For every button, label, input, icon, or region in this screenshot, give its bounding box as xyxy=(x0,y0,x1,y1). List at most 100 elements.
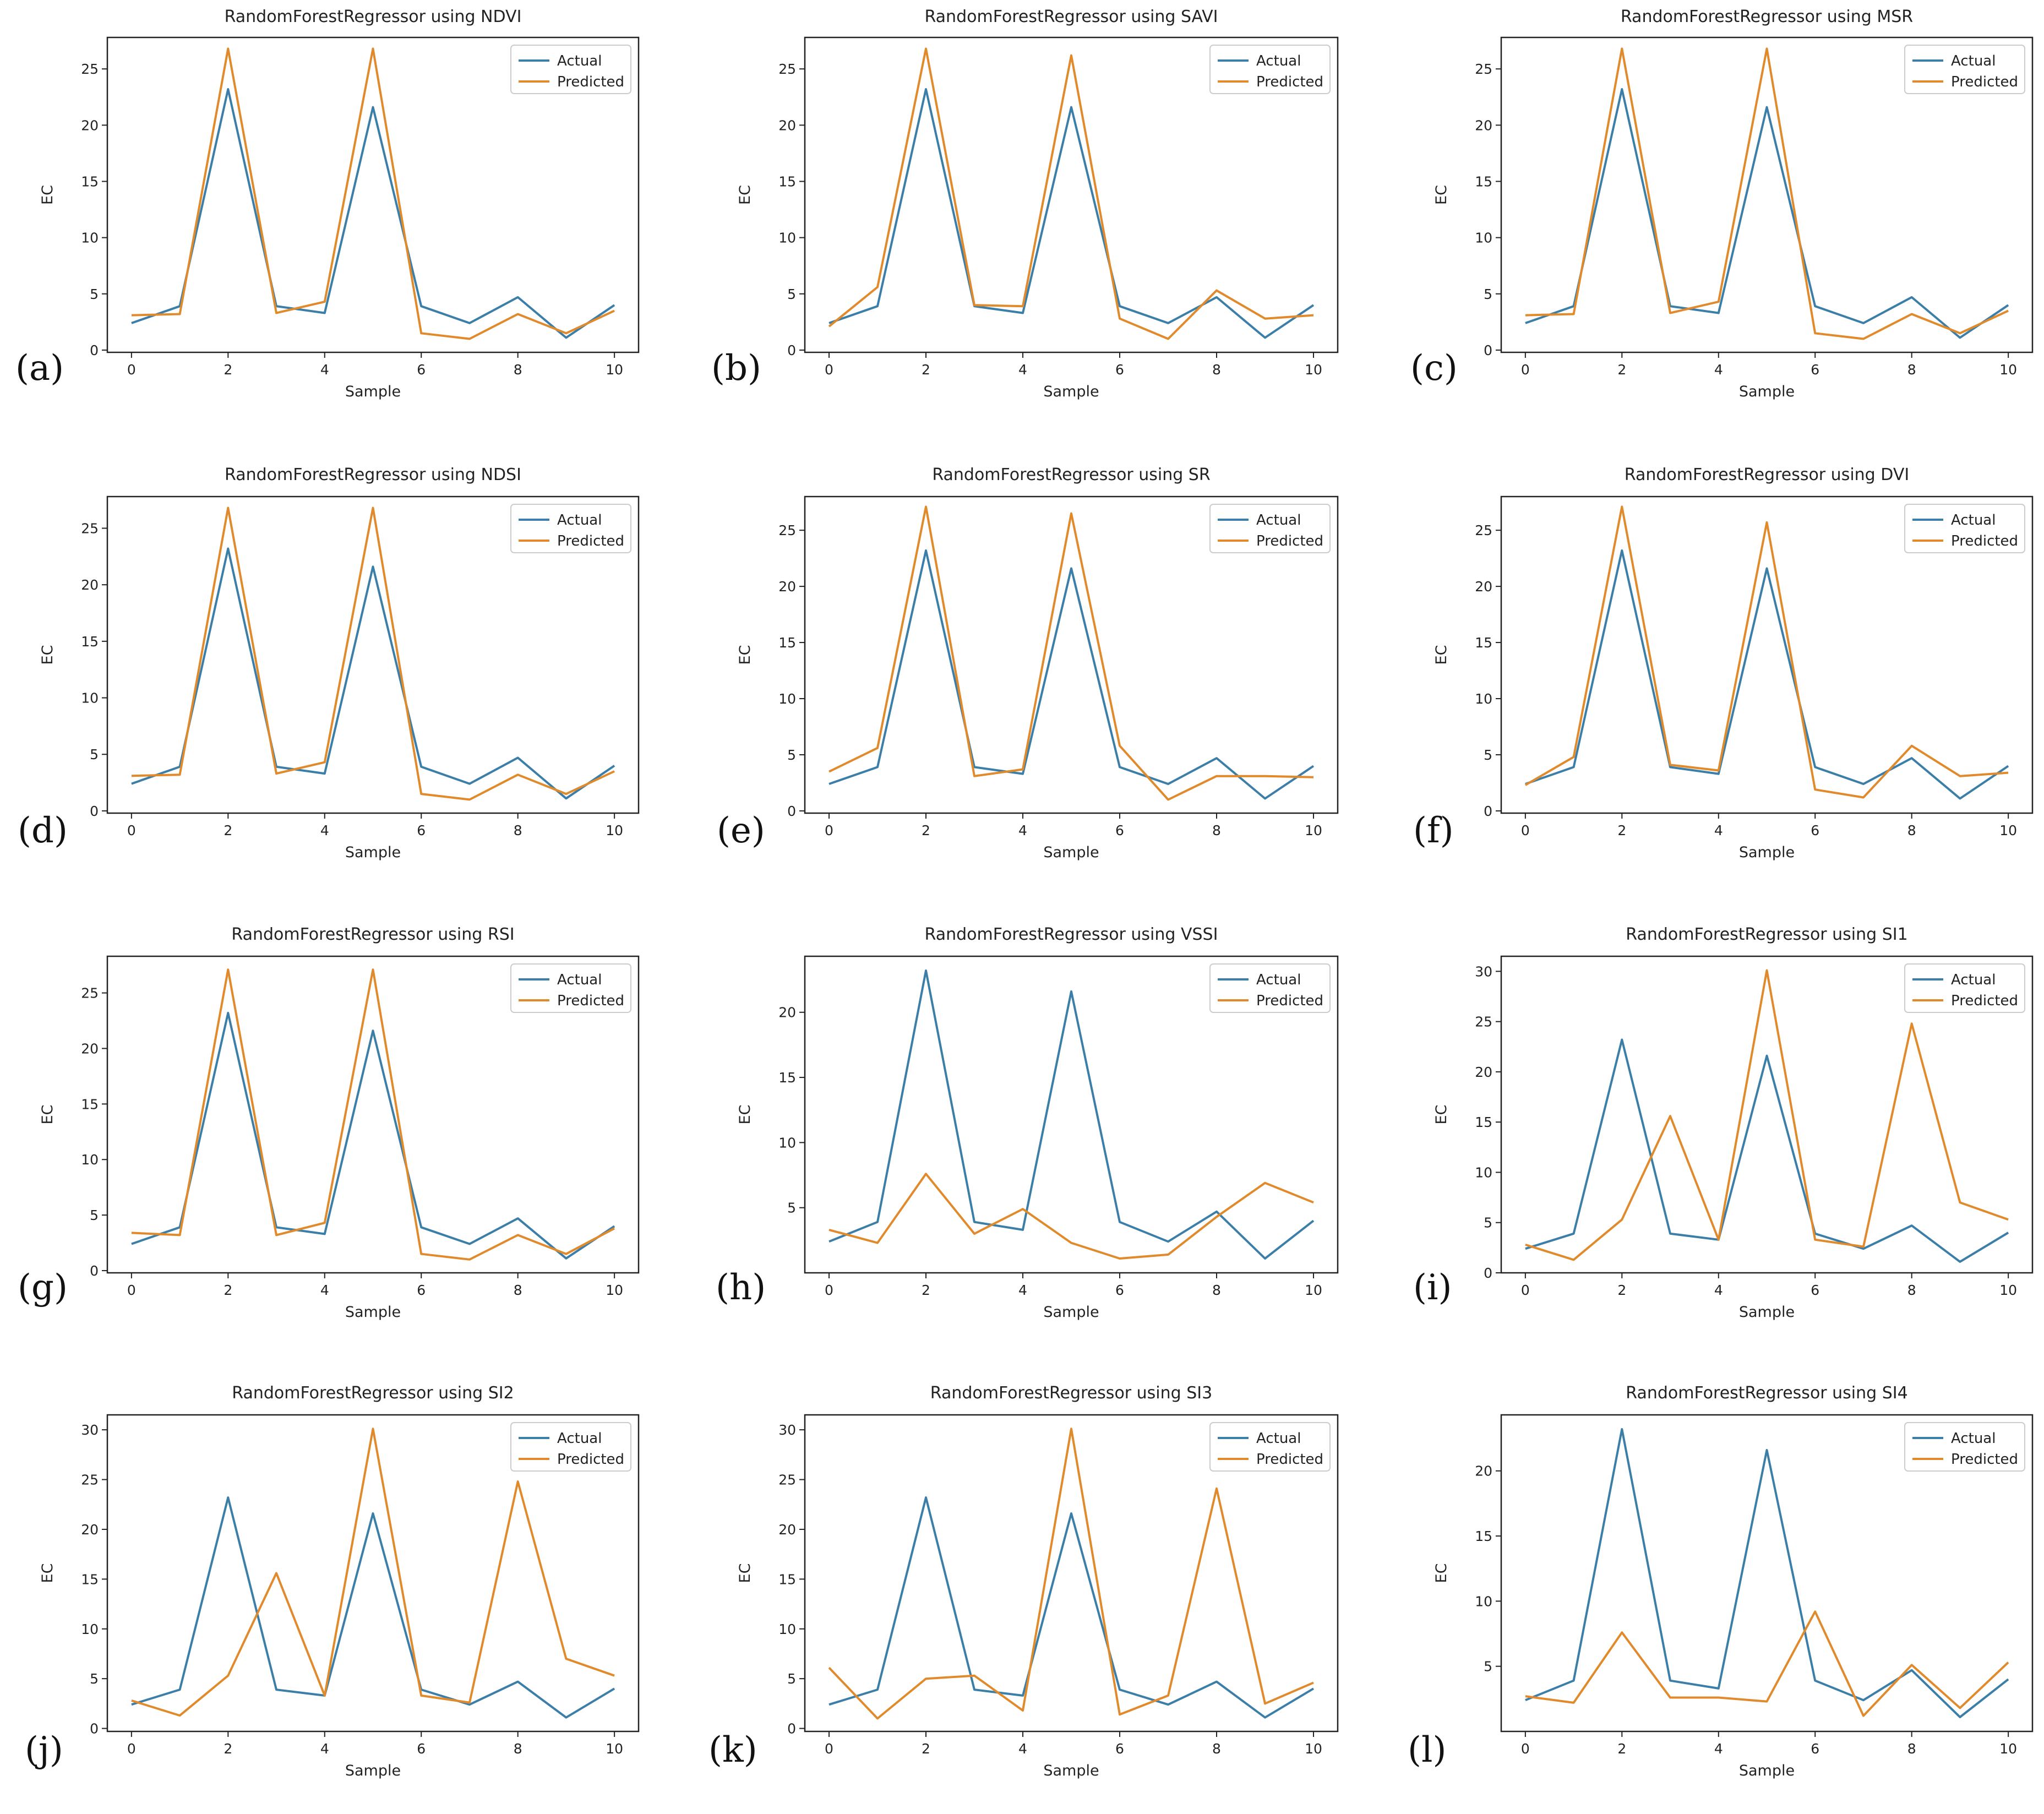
x-tick-label: 2 xyxy=(1617,822,1626,838)
x-tick-label: 6 xyxy=(1115,1282,1124,1298)
x-tick-label: 2 xyxy=(1617,1282,1626,1298)
y-axis-label: EC xyxy=(1433,1564,1450,1583)
x-tick-label: 6 xyxy=(1115,1741,1124,1757)
y-tick-label: 10 xyxy=(778,1621,796,1637)
x-tick-label: 0 xyxy=(127,822,136,838)
panel-label: (f) xyxy=(1413,810,1454,851)
legend-label: Actual xyxy=(1256,53,1301,69)
legend-label: Actual xyxy=(1256,972,1301,988)
x-tick-label: 4 xyxy=(1714,1741,1723,1757)
panel-label: (i) xyxy=(1413,1267,1452,1308)
panel-label: (h) xyxy=(716,1267,766,1308)
y-tick-label: 10 xyxy=(1475,1164,1492,1180)
y-tick-label: 15 xyxy=(778,635,796,651)
y-tick-label: 10 xyxy=(1475,1593,1492,1609)
x-tick-label: 8 xyxy=(1907,1741,1916,1757)
x-tick-label: 10 xyxy=(606,822,623,838)
legend-label: Predicted xyxy=(1256,993,1323,1009)
chart-title: RandomForestRegressor using SR xyxy=(932,465,1210,484)
chart-title: RandomForestRegressor using SI4 xyxy=(1626,1383,1907,1403)
x-tick-label: 4 xyxy=(320,362,329,378)
y-tick-label: 10 xyxy=(778,691,796,707)
y-tick-label: 25 xyxy=(81,521,99,537)
chart-title: RandomForestRegressor using SAVI xyxy=(924,7,1218,26)
legend-label: Actual xyxy=(557,512,602,529)
x-axis-label: Sample xyxy=(1739,1762,1795,1779)
legend-label: Actual xyxy=(557,1430,602,1447)
x-tick-label: 4 xyxy=(1018,1741,1027,1757)
series-actual-line xyxy=(828,969,1315,1260)
x-tick-label: 0 xyxy=(127,362,136,378)
legend: Actual Predicted xyxy=(1209,45,1331,94)
series-actual-line xyxy=(1525,549,2009,800)
x-tick-label: 10 xyxy=(1999,362,2017,378)
y-tick-label: 5 xyxy=(90,286,99,302)
legend-label: Predicted xyxy=(557,533,624,549)
y-axis-label: EC xyxy=(737,1564,754,1583)
legend: Actual Predicted xyxy=(1904,504,2025,553)
y-tick-label: 0 xyxy=(90,1721,99,1737)
series-actual-line xyxy=(1525,1428,2009,1718)
x-tick-label: 10 xyxy=(1305,1282,1322,1298)
x-tick-label: 2 xyxy=(224,1741,232,1757)
x-tick-label: 4 xyxy=(1714,362,1723,378)
legend-label: Predicted xyxy=(1951,993,2018,1009)
y-tick-label: 10 xyxy=(1475,691,1492,707)
y-tick-label: 15 xyxy=(81,1571,99,1587)
chart-title: RandomForestRegressor using VSSI xyxy=(925,925,1218,944)
series-predicted-line xyxy=(1524,505,2009,799)
series-predicted-line xyxy=(131,506,615,801)
x-tick-label: 0 xyxy=(127,1741,136,1757)
x-tick-label: 0 xyxy=(825,1282,833,1298)
x-axis-label: Sample xyxy=(1739,1304,1795,1321)
chart-panel-6: RandomForestRegressor using DVI051015202… xyxy=(1413,465,2034,861)
x-tick-label: 4 xyxy=(1018,1282,1027,1298)
y-axis-label: EC xyxy=(737,185,754,205)
plot-frame xyxy=(804,955,1339,1274)
legend-label: Actual xyxy=(1951,512,1996,529)
x-tick-label: 2 xyxy=(224,1282,232,1298)
y-tick-label: 5 xyxy=(1484,286,1492,302)
y-tick-label: 25 xyxy=(778,1472,796,1488)
legend: Actual Predicted xyxy=(1209,1422,1331,1472)
y-axis-label: EC xyxy=(1433,1105,1450,1125)
x-tick-label: 10 xyxy=(606,362,623,378)
x-tick-label: 6 xyxy=(1811,362,1819,378)
x-tick-label: 2 xyxy=(922,362,930,378)
x-tick-label: 6 xyxy=(417,1282,426,1298)
series-predicted-line xyxy=(1525,1610,2009,1717)
y-tick-label: 30 xyxy=(81,1422,99,1438)
x-tick-label: 10 xyxy=(1999,1741,2017,1757)
chart-panel-11: RandomForestRegressor using SI3051015202… xyxy=(708,1383,1339,1779)
plot-frame xyxy=(1500,1414,2034,1733)
x-axis-label: Sample xyxy=(345,1304,401,1321)
x-tick-label: 4 xyxy=(1018,362,1027,378)
y-tick-label: 25 xyxy=(778,522,796,538)
y-tick-label: 20 xyxy=(778,117,796,133)
y-tick-label: 25 xyxy=(1475,61,1492,77)
plot-frame xyxy=(804,1414,1339,1733)
panel-label: (c) xyxy=(1410,348,1458,389)
y-tick-label: 10 xyxy=(81,230,99,246)
chart-title: RandomForestRegressor using DVI xyxy=(1625,465,1909,484)
chart-title: RandomForestRegressor using SI2 xyxy=(232,1383,514,1403)
legend-label: Predicted xyxy=(1256,1451,1323,1468)
plot-frame xyxy=(106,36,640,353)
chart-panel-8: RandomForestRegressor using VSSI 5 10 15 20 0… xyxy=(716,925,1339,1321)
chart-panel-10: RandomForestRegressor using SI2051015202… xyxy=(25,1383,640,1779)
x-tick-label: 6 xyxy=(1811,1282,1819,1298)
x-tick-label: 10 xyxy=(1999,822,2017,838)
legend: Actual Predicted xyxy=(510,45,631,94)
legend-label: Predicted xyxy=(1951,533,2018,549)
chart-title: RandomForestRegressor using MSR xyxy=(1621,7,1913,26)
series-actual-line xyxy=(1525,1038,2009,1263)
x-tick-label: 2 xyxy=(922,822,930,838)
series-predicted-line xyxy=(131,968,615,1261)
x-tick-label: 4 xyxy=(1714,822,1723,838)
x-tick-label: 2 xyxy=(224,822,232,838)
plot-frame xyxy=(106,495,640,814)
x-tick-label: 6 xyxy=(1811,1741,1819,1757)
x-tick-label: 2 xyxy=(224,362,232,378)
plot-frame xyxy=(106,955,640,1274)
